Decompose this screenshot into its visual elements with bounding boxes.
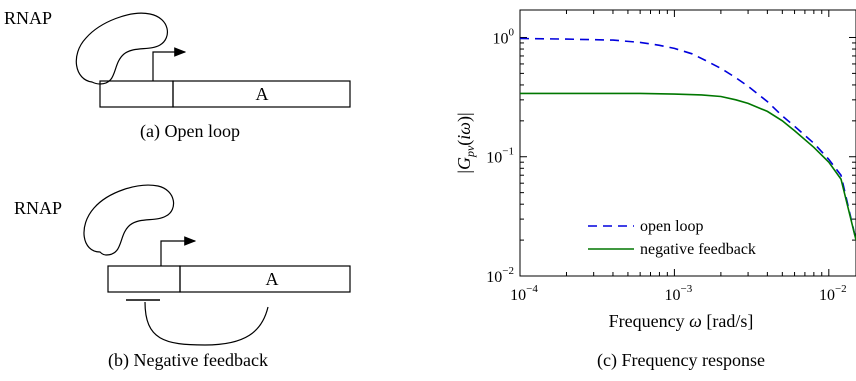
chart-ticks: 10−4 10−3 10−2 10−2 10−1 100	[486, 10, 856, 304]
legend-label-open-loop: open loop	[640, 218, 704, 235]
panel-a-gene-box	[172, 80, 351, 108]
panel-a-open-loop: RNAP A (a) Open loop	[4, 8, 351, 142]
panel-b-gene-box	[179, 265, 351, 293]
y-tick-label: 10−2	[486, 265, 514, 286]
chart-frame	[519, 9, 856, 277]
y-tick-label: 100	[493, 26, 515, 47]
panel-c-caption: (c) Frequency response	[597, 350, 765, 371]
panel-b-rnap-label: RNAP	[14, 198, 62, 218]
chart-legend: open loop negative feedback	[588, 218, 756, 258]
panel-a-rnap-shape	[75, 12, 168, 85]
x-tick-label: 10−4	[510, 283, 538, 304]
svg-text:|Gpv(iω)|: |Gpv(iω)|	[454, 112, 477, 173]
x-axis-label: Frequency ω [rad/s]	[609, 311, 754, 331]
series-line-open-loop	[519, 37, 856, 241]
panel-a-promoter-arrow	[152, 47, 187, 81]
x-tick-label: 10−2	[819, 283, 847, 304]
x-tick-label: 10−3	[665, 283, 693, 304]
panel-a-rnap-label: RNAP	[4, 8, 52, 28]
chart-plot-area	[519, 9, 856, 277]
panel-b-promoter-box	[107, 265, 181, 293]
panel-b-rnap-shape	[83, 184, 175, 256]
panel-b-negative-feedback: RNAP A (b) Negative feedback	[14, 184, 351, 371]
legend-label-negative-feedback: negative feedback	[640, 241, 756, 258]
series-line-negative-feedback	[520, 92, 856, 241]
panel-b-promoter-arrow	[160, 236, 197, 266]
y-axis-label: |Gpv(iω)|	[454, 112, 477, 173]
panel-a-caption: (a) Open loop	[140, 121, 240, 142]
panel-b-gene-label: A	[266, 269, 279, 289]
panel-c-frequency-response: 10−4 10−3 10−2 10−2 10−1 100 |Gpv(iω)| Freque…	[454, 9, 856, 371]
panel-a-gene-label: A	[256, 84, 269, 104]
panel-b-feedback-loop	[144, 301, 269, 346]
chart-series	[519, 37, 856, 241]
panel-b-caption: (b) Negative feedback	[108, 350, 268, 371]
y-tick-label: 10−1	[486, 146, 514, 167]
panel-a-promoter-box	[99, 80, 174, 108]
